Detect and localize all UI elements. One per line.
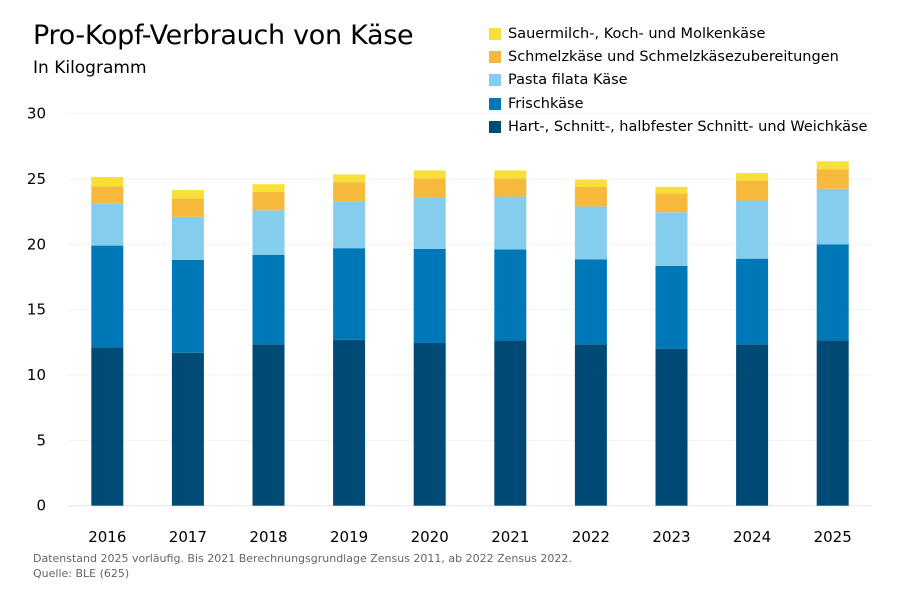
legend-item: Hart-, Schnitt-, halbfester Schnitt- und… <box>489 115 867 138</box>
legend-label: Sauermilch-, Koch- und Molkenkäse <box>508 25 766 42</box>
bar-segment-2023-3 <box>655 193 688 213</box>
bar-segment-2023-4 <box>655 186 688 194</box>
legend-item: Frischkäse <box>489 92 867 115</box>
bar-segment-2025-3 <box>816 169 849 189</box>
legend-swatch <box>489 120 501 133</box>
legend-item: Pasta filata Käse <box>489 69 867 92</box>
x-tick-label: 2020 <box>411 528 449 546</box>
bar-segment-2019-3 <box>333 182 366 202</box>
x-tick-label: 2024 <box>733 528 771 546</box>
bar-segment-2017-4 <box>171 190 204 199</box>
legend-label: Pasta filata Käse <box>508 72 628 89</box>
bar-segment-2022-0 <box>574 344 607 506</box>
bar-segment-2025-0 <box>816 340 849 506</box>
legend-label: Frischkäse <box>508 95 584 112</box>
bar-segment-2025-2 <box>816 188 849 245</box>
x-tick-label: 2023 <box>652 528 690 546</box>
x-tick-label: 2022 <box>572 528 610 546</box>
bar-segment-2021-1 <box>494 249 527 341</box>
bar-segment-2019-4 <box>333 174 366 183</box>
bar-segment-2016-3 <box>91 186 124 204</box>
bar-segment-2018-1 <box>252 254 285 345</box>
legend-swatch <box>489 27 501 40</box>
y-tick-label: 0 <box>36 497 46 515</box>
x-tick-label: 2019 <box>330 528 368 546</box>
bar-segment-2024-4 <box>736 173 769 181</box>
bar-segment-2023-0 <box>655 348 688 506</box>
bar-segment-2025-1 <box>816 244 849 341</box>
bar-segment-2023-1 <box>655 265 688 349</box>
legend-label: Hart-, Schnitt-, halbfester Schnitt- und… <box>508 118 868 135</box>
x-tick-label: 2025 <box>814 528 852 546</box>
bar-segment-2020-3 <box>413 178 446 198</box>
bar-segment-2024-0 <box>736 344 769 506</box>
footer: Datenstand 2025 vorläufig. Bis 2021 Bere… <box>33 551 572 581</box>
bar-segment-2016-1 <box>91 245 124 348</box>
bar-segment-2024-1 <box>736 258 769 345</box>
bar-segment-2016-0 <box>91 347 124 506</box>
source: Quelle: BLE (625) <box>33 567 130 580</box>
bar-segment-2018-4 <box>252 184 285 193</box>
bar-segment-2022-1 <box>574 259 607 345</box>
chart-subtitle: In Kilogramm <box>33 58 147 78</box>
bar-segment-2022-2 <box>574 206 607 260</box>
legend-swatch <box>489 50 501 63</box>
y-tick-label: 30 <box>27 105 46 123</box>
bar-segment-2018-2 <box>252 210 285 255</box>
bar-segment-2022-4 <box>574 179 607 187</box>
bar-segment-2021-3 <box>494 178 527 197</box>
bar-segment-2024-2 <box>736 200 769 259</box>
chart-title: Pro-Kopf-Verbrauch von Käse <box>33 20 414 51</box>
legend-label: Schmelzkäse und Schmelzkäsezubereitungen <box>508 48 839 65</box>
bar-segment-2017-0 <box>171 352 204 506</box>
legend: Sauermilch-, Koch- und Molkenkäse Schmelz… <box>489 22 867 138</box>
x-tick-label: 2017 <box>169 528 207 546</box>
bar-segment-2018-3 <box>252 192 285 211</box>
x-tick-label: 2016 <box>88 528 126 546</box>
bar-segment-2017-2 <box>171 216 204 260</box>
bar-segment-2025-4 <box>816 161 849 170</box>
bar-segment-2017-3 <box>171 198 204 217</box>
bar-segment-2020-1 <box>413 248 446 343</box>
y-tick-label: 20 <box>27 235 46 253</box>
legend-item: Schmelzkäse und Schmelzkäsezubereitungen <box>489 45 867 68</box>
legend-swatch <box>489 97 501 110</box>
bar-segment-2020-0 <box>413 342 446 506</box>
bar-segment-2019-2 <box>333 201 366 249</box>
bar-segment-2020-4 <box>413 170 446 179</box>
bar-segment-2019-1 <box>333 248 366 340</box>
x-tick-label: 2018 <box>249 528 287 546</box>
footnote: Datenstand 2025 vorläufig. Bis 2021 Bere… <box>33 552 572 565</box>
y-tick-label: 25 <box>27 170 46 188</box>
bar-segment-2021-2 <box>494 196 527 250</box>
bar-segment-2018-0 <box>252 344 285 506</box>
y-tick-label: 10 <box>27 366 46 384</box>
bar-segment-2021-0 <box>494 340 527 506</box>
bar-segment-2017-1 <box>171 259 204 353</box>
legend-swatch <box>489 74 501 87</box>
bar-segment-2021-4 <box>494 170 527 179</box>
y-tick-label: 15 <box>27 301 46 319</box>
bar-segment-2020-2 <box>413 197 446 249</box>
x-tick-label: 2021 <box>491 528 529 546</box>
bar-segment-2016-2 <box>91 203 124 246</box>
bar-segment-2024-3 <box>736 180 769 201</box>
bar-segment-2016-4 <box>91 176 124 187</box>
y-tick-label: 5 <box>36 431 46 449</box>
bar-segment-2023-2 <box>655 212 688 266</box>
bar-segment-2019-0 <box>333 339 366 506</box>
legend-item: Sauermilch-, Koch- und Molkenkäse <box>489 22 867 45</box>
bar-segment-2022-3 <box>574 186 607 207</box>
